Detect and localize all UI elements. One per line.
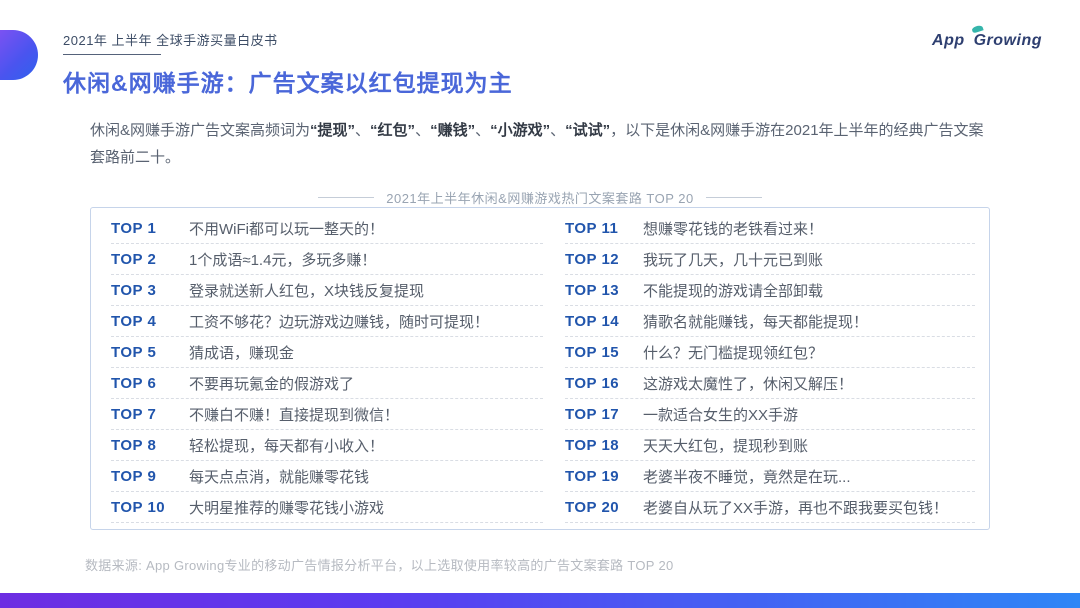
table-title-row: 2021年上半年休闲&网赚游戏热门文案套路 TOP 20 <box>0 188 1080 207</box>
rank-label: TOP 1 <box>111 219 157 237</box>
copy-text: 天天大红包，提现秒到账 <box>643 437 809 455</box>
table-row: TOP 1 不用WiFi都可以玩一整天的！ <box>111 213 543 244</box>
rank-label: TOP 17 <box>565 405 620 423</box>
rank-table: TOP 1 不用WiFi都可以玩一整天的！ TOP 2 1个成语≈1.4元，多玩多赚！… <box>90 207 990 530</box>
copy-text: 轻松提现，每天都有小收入！ <box>189 437 385 455</box>
title-right-line <box>705 197 762 198</box>
copy-text: 不能提现的游戏请全部卸载 <box>643 282 824 300</box>
table-row: TOP 18 天天大红包，提现秒到账 <box>565 430 975 461</box>
copy-text: 不赚白不赚！直接提现到微信！ <box>189 406 400 424</box>
table-row: TOP 4 工资不够花？边玩游戏边赚钱，随时可提现！ <box>111 306 543 337</box>
table-title: 2021年上半年休闲&网赚游戏热门文案套路 TOP 20 <box>386 191 694 206</box>
rank-label: TOP 18 <box>565 436 620 454</box>
copy-text: 猜成语，赚现金 <box>189 344 295 362</box>
rank-column-right: TOP 11 想赚零花钱的老铁看过来！ TOP 12 我玩了几天，几十元已到账 TOP … <box>543 213 975 523</box>
keyword: “小游戏” <box>490 122 551 139</box>
copy-text: 一款适合女生的XX手游 <box>643 406 799 424</box>
copy-text: 我玩了几天，几十元已到账 <box>643 251 824 269</box>
table-row: TOP 8 轻松提现，每天都有小收入！ <box>111 430 543 461</box>
keyword: “红包” <box>370 122 416 139</box>
keyword: “赚钱” <box>430 122 476 139</box>
table-row: TOP 13 不能提现的游戏请全部卸载 <box>565 275 975 306</box>
logo-text-app: App <box>932 32 965 49</box>
rank-label: TOP 2 <box>111 250 157 268</box>
rank-label: TOP 4 <box>111 312 157 330</box>
decorative-pill <box>0 30 38 80</box>
intro-text: 休闲&网赚手游广告文案高频词为 <box>90 122 311 139</box>
rank-label: TOP 16 <box>565 374 620 392</box>
keyword: “试试” <box>565 122 611 139</box>
rank-label: TOP 10 <box>111 498 166 516</box>
rank-label: TOP 15 <box>565 343 620 361</box>
intro-text: 、 <box>415 122 431 139</box>
intro-text: ，以下是休闲&网赚手游在2021年上半年的经典广告文案套路前二十。 <box>90 122 984 166</box>
copy-text: 大明星推荐的赚零花钱小游戏 <box>189 499 385 517</box>
table-row: TOP 19 老婆半夜不睡觉，竟然是在玩... <box>565 461 975 492</box>
rank-label: TOP 14 <box>565 312 620 330</box>
logo-text-growing: Growing <box>970 24 1042 49</box>
rank-label: TOP 11 <box>565 219 619 237</box>
copy-text: 1个成语≈1.4元，多玩多赚！ <box>189 251 377 269</box>
copy-text: 这游戏太魔性了，休闲又解压！ <box>643 375 854 393</box>
table-row: TOP 9 每天点点消，就能赚零花钱 <box>111 461 543 492</box>
report-title: 2021年 上半年 全球手游买量白皮书 <box>63 33 278 48</box>
copy-text: 什么？无门槛提现领红包？ <box>643 344 824 362</box>
table-row: TOP 20 老婆自从玩了XX手游，再也不跟我要买包钱！ <box>565 492 975 523</box>
table-row: TOP 17 一款适合女生的XX手游 <box>565 399 975 430</box>
table-row: TOP 14 猜歌名就能赚钱，每天都能提现！ <box>565 306 975 337</box>
copy-text: 每天点点消，就能赚零花钱 <box>189 468 370 486</box>
copy-text: 老婆自从玩了XX手游，再也不跟我要买包钱！ <box>643 499 949 517</box>
rank-column-left: TOP 1 不用WiFi都可以玩一整天的！ TOP 2 1个成语≈1.4元，多玩多赚！… <box>111 213 543 523</box>
copy-text: 想赚零花钱的老铁看过来！ <box>643 220 824 238</box>
table-row: TOP 15 什么？无门槛提现领红包？ <box>565 337 975 368</box>
rank-label: TOP 12 <box>565 250 620 268</box>
table-row: TOP 10 大明星推荐的赚零花钱小游戏 <box>111 492 543 523</box>
title-left-line <box>318 197 375 198</box>
bottom-gradient-bar <box>0 593 1080 608</box>
table-row: TOP 2 1个成语≈1.4元，多玩多赚！ <box>111 244 543 275</box>
table-row: TOP 3 登录就送新人红包，X块钱反复提现 <box>111 275 543 306</box>
page-title: 休闲&网赚手游：广告文案以红包提现为主 <box>63 70 513 96</box>
copy-text: 工资不够花？边玩游戏边赚钱，随时可提现！ <box>189 313 490 331</box>
rank-label: TOP 19 <box>565 467 620 485</box>
kicker-underline <box>63 54 161 55</box>
intro-text: 、 <box>355 122 371 139</box>
rank-label: TOP 20 <box>565 498 620 516</box>
intro-text: 、 <box>550 122 566 139</box>
copy-text: 不要再玩氪金的假游戏了 <box>189 375 355 393</box>
rank-label: TOP 3 <box>111 281 157 299</box>
table-row: TOP 16 这游戏太魔性了，休闲又解压！ <box>565 368 975 399</box>
table-row: TOP 6 不要再玩氪金的假游戏了 <box>111 368 543 399</box>
rank-label: TOP 6 <box>111 374 157 392</box>
table-row: TOP 12 我玩了几天，几十元已到账 <box>565 244 975 275</box>
logo-text-growing-label: Growing <box>973 32 1042 49</box>
copy-text: 登录就送新人红包，X块钱反复提现 <box>189 282 425 300</box>
keyword: “提现” <box>310 122 356 139</box>
data-source-note: 数据来源: App Growing专业的移动广告情报分析平台，以上选取使用率较高… <box>85 558 674 573</box>
table-row: TOP 11 想赚零花钱的老铁看过来！ <box>565 213 975 244</box>
rank-label: TOP 5 <box>111 343 157 361</box>
rank-label: TOP 9 <box>111 467 157 485</box>
rank-label: TOP 7 <box>111 405 157 423</box>
intro-paragraph: 休闲&网赚手游广告文案高频词为“提现”、“红包”、“赚钱”、“小游戏”、“试试”… <box>90 117 992 171</box>
rank-label: TOP 8 <box>111 436 157 454</box>
intro-text: 、 <box>475 122 491 139</box>
table-row: TOP 5 猜成语，赚现金 <box>111 337 543 368</box>
appgrowing-logo: App Growing <box>932 24 1042 50</box>
copy-text: 猜歌名就能赚钱，每天都能提现！ <box>643 313 869 331</box>
rank-label: TOP 13 <box>565 281 620 299</box>
copy-text: 老婆半夜不睡觉，竟然是在玩... <box>643 468 851 486</box>
copy-text: 不用WiFi都可以玩一整天的！ <box>189 220 384 238</box>
table-row: TOP 7 不赚白不赚！直接提现到微信！ <box>111 399 543 430</box>
